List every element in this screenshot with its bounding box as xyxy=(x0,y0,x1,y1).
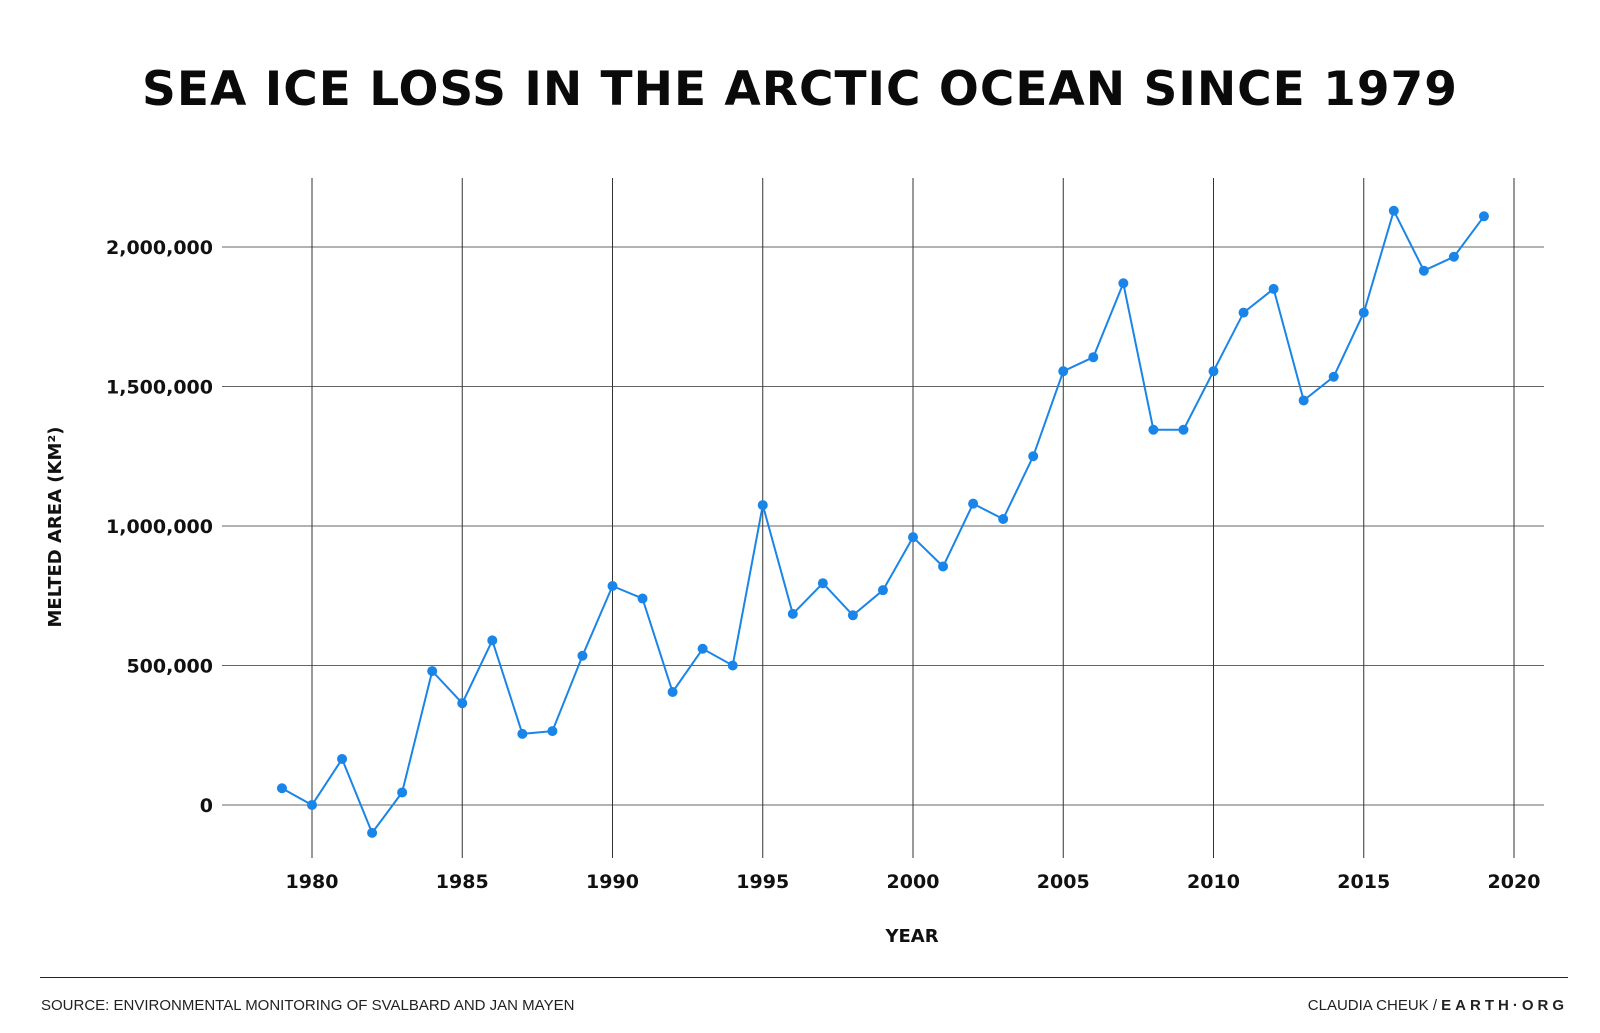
data-point-1986 xyxy=(487,635,498,646)
data-point-1997 xyxy=(817,578,828,589)
data-point-1987 xyxy=(517,728,528,739)
data-point-2002 xyxy=(968,498,979,509)
data-point-2003 xyxy=(998,514,1009,525)
data-point-1989 xyxy=(577,650,588,661)
x-axis-label: YEAR xyxy=(884,926,938,947)
data-point-1991 xyxy=(637,593,648,604)
data-point-2005 xyxy=(1058,366,1069,377)
data-point-2001 xyxy=(938,561,949,572)
data-point-1992 xyxy=(667,687,678,698)
x-tick-label: 1985 xyxy=(436,871,489,893)
x-tick-label: 2020 xyxy=(1488,871,1541,893)
data-point-2007 xyxy=(1118,278,1129,289)
x-tick-label: 2000 xyxy=(887,871,940,893)
data-point-2008 xyxy=(1148,424,1159,435)
data-point-2010 xyxy=(1208,366,1219,377)
data-point-2006 xyxy=(1088,352,1099,363)
y-tick-label: 1,500,000 xyxy=(106,377,213,399)
data-point-1985 xyxy=(457,698,468,709)
data-point-1988 xyxy=(547,726,558,737)
data-point-2012 xyxy=(1268,283,1279,294)
data-point-1979 xyxy=(276,783,287,794)
line-chart: 0 500,000 1,000,000 1,500,000 2,000,000 1980… xyxy=(45,178,1544,947)
y-axis-label: MELTED AREA (KM²) xyxy=(45,427,66,628)
vertical-gridlines xyxy=(311,178,1515,858)
x-tick-label: 2005 xyxy=(1037,871,1090,893)
data-points xyxy=(276,205,1489,838)
x-tick-label: 1980 xyxy=(286,871,339,893)
data-point-1990 xyxy=(607,580,618,591)
x-tick-label: 1990 xyxy=(586,871,639,893)
credit: CLAUDIA CHEUK / EARTH·ORG xyxy=(1308,997,1568,1014)
y-tick-labels: 0 500,000 1,000,000 1,500,000 2,000,000 xyxy=(106,237,213,817)
data-point-2019 xyxy=(1478,211,1489,222)
data-point-2013 xyxy=(1298,395,1309,406)
footer-divider xyxy=(40,977,1568,978)
y-tick-label: 0 xyxy=(200,795,213,817)
horizontal-gridlines xyxy=(222,246,1544,806)
chart-title: SEA ICE LOSS IN THE ARCTIC OCEAN SINCE 1… xyxy=(142,62,1458,117)
data-point-1982 xyxy=(367,827,378,838)
x-tick-label: 2010 xyxy=(1187,871,1240,893)
data-point-1996 xyxy=(787,608,798,619)
data-point-1999 xyxy=(877,585,888,596)
source-note: SOURCE: ENVIRONMENTAL MONITORING OF SVAL… xyxy=(41,997,575,1014)
data-point-2018 xyxy=(1448,251,1459,262)
data-point-2004 xyxy=(1028,451,1039,462)
x-tick-label: 1995 xyxy=(736,871,789,893)
data-point-1984 xyxy=(427,666,438,677)
data-point-1995 xyxy=(757,500,768,511)
data-point-2015 xyxy=(1358,307,1369,318)
data-point-1983 xyxy=(397,787,408,798)
data-point-2017 xyxy=(1418,265,1429,276)
data-point-2014 xyxy=(1328,371,1339,382)
data-point-2000 xyxy=(908,532,918,543)
x-tick-label: 2015 xyxy=(1337,871,1390,893)
data-point-2011 xyxy=(1238,307,1249,318)
brand-logo: EARTH·ORG xyxy=(1441,997,1568,1014)
y-tick-label: 2,000,000 xyxy=(106,237,213,259)
data-point-2016 xyxy=(1388,205,1399,216)
y-tick-label: 1,000,000 xyxy=(106,516,213,538)
data-point-1994 xyxy=(727,660,738,671)
data-point-1980 xyxy=(307,800,317,810)
y-tick-label: 500,000 xyxy=(126,656,213,678)
author-name: CLAUDIA CHEUK / xyxy=(1307,997,1437,1014)
x-tick-labels: 1980 1985 1990 1995 2000 2005 2010 2015 2020 xyxy=(286,871,1541,893)
data-point-2009 xyxy=(1178,424,1189,435)
data-point-1993 xyxy=(697,643,708,654)
data-point-1998 xyxy=(847,610,858,621)
data-point-1981 xyxy=(337,753,348,764)
